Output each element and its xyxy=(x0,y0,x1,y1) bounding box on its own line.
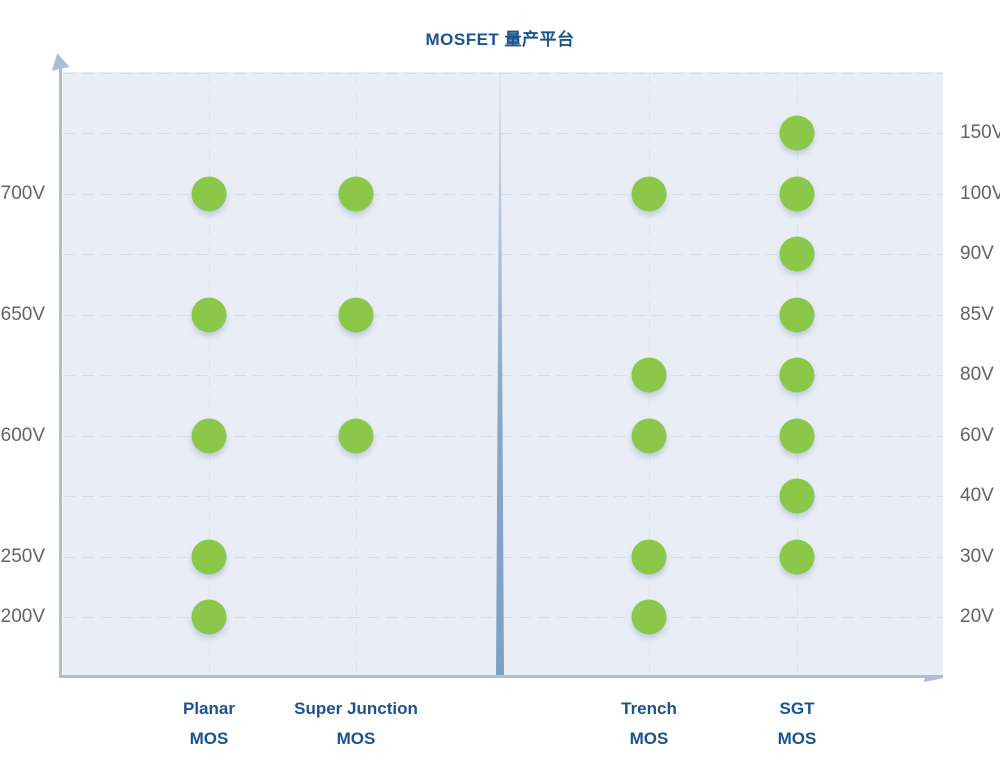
left-tick-label: 650V xyxy=(0,303,45,325)
right-tick-label: 80V xyxy=(960,364,994,386)
center-divider xyxy=(496,72,504,675)
right-tick-label: 40V xyxy=(960,485,994,507)
h-gridline xyxy=(63,375,943,377)
category-label-line1: Trench xyxy=(621,699,677,718)
right-tick-label: 90V xyxy=(960,243,994,265)
right-tick-label: 85V xyxy=(960,303,994,325)
platform-dot xyxy=(338,176,374,212)
category-label-line2: MOS xyxy=(629,729,669,748)
left-tick-label: 250V xyxy=(0,545,45,567)
platform-dot xyxy=(191,418,227,454)
h-gridline xyxy=(63,314,943,316)
y-axis-arrow-icon xyxy=(48,51,70,71)
platform-dot xyxy=(191,297,227,333)
left-tick-label: 200V xyxy=(0,606,45,628)
h-gridline xyxy=(63,133,943,135)
category-label-line1: SGT xyxy=(779,699,815,718)
platform-dot xyxy=(779,236,815,272)
category-label: Trench MOS xyxy=(559,694,739,754)
v-gridline xyxy=(356,72,357,675)
platform-dot xyxy=(338,297,374,333)
platform-dot xyxy=(631,176,667,212)
category-label: Super Junction MOS xyxy=(266,694,446,754)
h-gridline xyxy=(63,496,943,498)
category-label-line2: MOS xyxy=(336,729,376,748)
platform-dot xyxy=(779,115,815,151)
h-gridline xyxy=(63,254,943,256)
category-label-line1: Super Junction xyxy=(294,699,418,718)
platform-dot xyxy=(191,539,227,575)
category-label: SGT MOS xyxy=(707,694,887,754)
platform-dot xyxy=(191,599,227,635)
platform-dot xyxy=(191,176,227,212)
chart-title: MOSFET 量产平台 xyxy=(425,30,575,49)
platform-dot xyxy=(779,539,815,575)
v-gridline xyxy=(209,72,210,675)
platform-dot xyxy=(631,418,667,454)
h-gridline xyxy=(63,435,943,437)
right-tick-label: 100V xyxy=(960,182,1000,204)
right-tick-label: 20V xyxy=(960,606,994,628)
platform-dot xyxy=(631,539,667,575)
category-label-line2: MOS xyxy=(189,729,229,748)
h-gridline xyxy=(63,193,943,195)
platform-dot xyxy=(779,357,815,393)
platform-dot xyxy=(779,418,815,454)
left-tick-label: 700V xyxy=(0,182,45,204)
category-label-line2: MOS xyxy=(777,729,817,748)
right-tick-label: 30V xyxy=(960,545,994,567)
platform-dot xyxy=(631,599,667,635)
platform-dot xyxy=(779,297,815,333)
plot-area xyxy=(63,72,943,675)
x-axis-line xyxy=(59,675,943,678)
platform-dot xyxy=(779,478,815,514)
y-axis-line xyxy=(59,60,62,678)
h-gridline xyxy=(63,73,943,74)
platform-dot xyxy=(631,357,667,393)
right-tick-label: 150V xyxy=(960,122,1000,144)
category-label: Planar MOS xyxy=(119,694,299,754)
left-tick-label: 600V xyxy=(0,424,45,446)
category-label-line1: Planar xyxy=(183,699,235,718)
platform-dot xyxy=(338,418,374,454)
platform-dot xyxy=(779,176,815,212)
right-tick-label: 60V xyxy=(960,424,994,446)
